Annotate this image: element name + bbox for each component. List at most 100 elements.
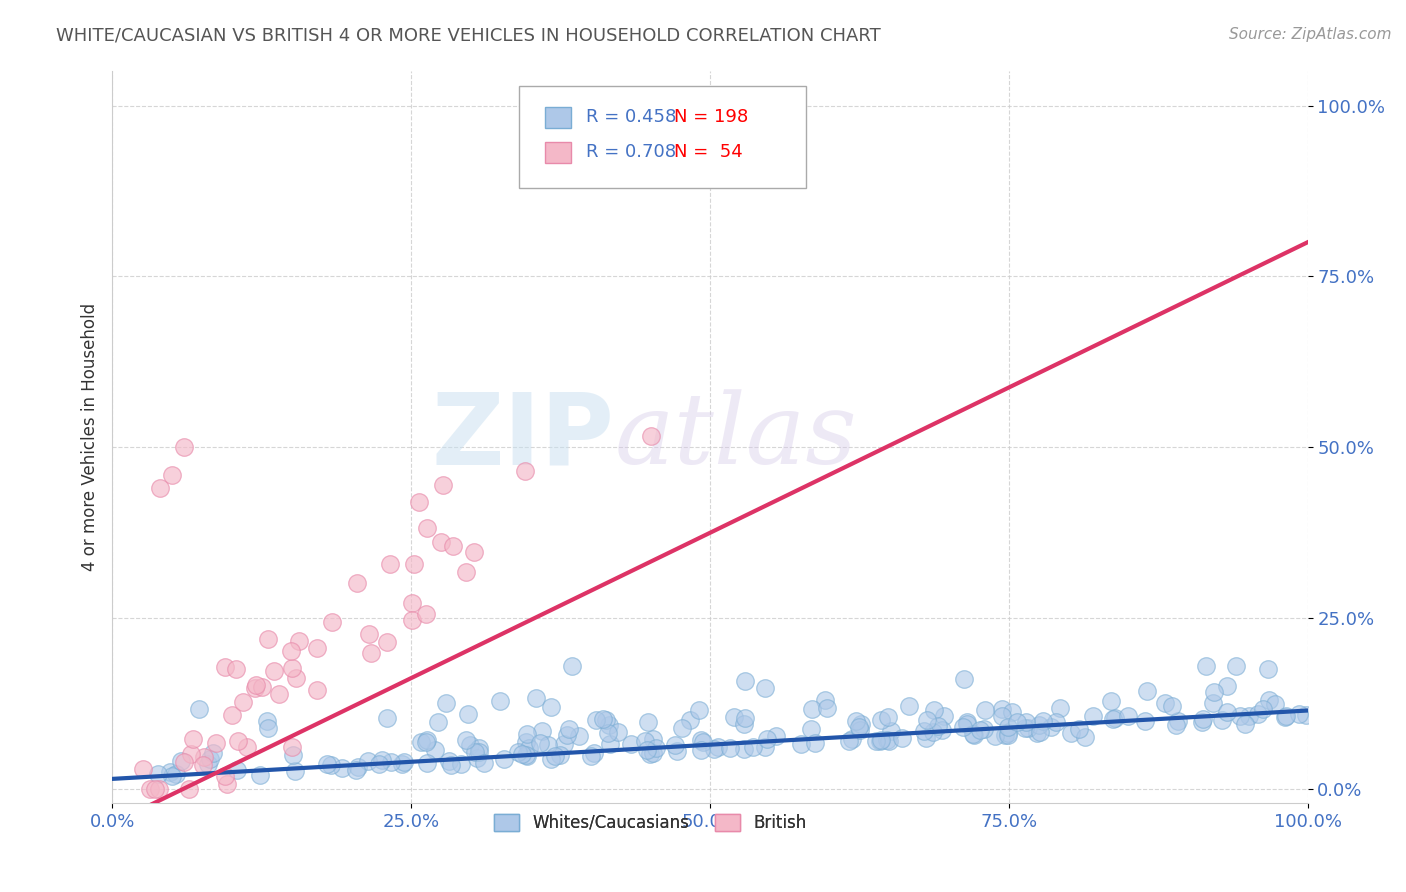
Point bbox=[285, 671, 308, 685]
Point bbox=[598, 726, 620, 740]
Point bbox=[225, 661, 247, 675]
Point bbox=[865, 734, 887, 748]
Point bbox=[1237, 708, 1260, 723]
Point bbox=[803, 737, 825, 751]
Point bbox=[1295, 708, 1317, 723]
Point bbox=[638, 747, 661, 761]
Point bbox=[193, 749, 215, 764]
Point bbox=[932, 709, 955, 723]
Point bbox=[733, 742, 755, 756]
Point bbox=[983, 729, 1005, 743]
Point bbox=[457, 707, 479, 722]
Point bbox=[1045, 714, 1067, 729]
Point bbox=[256, 714, 278, 729]
Point bbox=[508, 745, 530, 759]
Point bbox=[375, 711, 398, 725]
Point bbox=[468, 745, 491, 759]
Point bbox=[245, 678, 267, 692]
Point bbox=[1191, 712, 1213, 726]
Point bbox=[1025, 726, 1047, 740]
Point bbox=[915, 731, 938, 746]
Point bbox=[1133, 714, 1156, 728]
Point bbox=[997, 728, 1019, 742]
Point bbox=[637, 714, 659, 729]
Point bbox=[148, 767, 170, 781]
Point bbox=[927, 719, 949, 733]
Point bbox=[1102, 712, 1125, 726]
Point bbox=[1166, 717, 1188, 731]
Point bbox=[1225, 659, 1247, 673]
Point bbox=[316, 757, 339, 772]
Point bbox=[524, 691, 547, 706]
FancyBboxPatch shape bbox=[546, 108, 571, 128]
Point bbox=[249, 767, 271, 781]
Point bbox=[963, 728, 986, 742]
Point bbox=[815, 701, 838, 715]
Point bbox=[734, 711, 756, 725]
Point bbox=[582, 746, 605, 760]
Point bbox=[1153, 696, 1175, 710]
Point bbox=[1275, 709, 1298, 723]
Point bbox=[467, 741, 489, 756]
Point bbox=[689, 743, 711, 757]
Point bbox=[1014, 721, 1036, 735]
Point bbox=[952, 672, 974, 686]
Point bbox=[851, 717, 873, 731]
Point bbox=[256, 721, 278, 735]
Point bbox=[734, 674, 756, 689]
Point bbox=[848, 723, 870, 737]
Point bbox=[440, 757, 463, 772]
Text: N =  54: N = 54 bbox=[675, 143, 742, 161]
Point bbox=[548, 748, 571, 763]
Point bbox=[423, 743, 446, 757]
Point bbox=[460, 739, 482, 753]
Point bbox=[166, 767, 188, 781]
Point bbox=[1032, 714, 1054, 728]
Point bbox=[463, 545, 485, 559]
Point bbox=[510, 747, 533, 762]
Point bbox=[226, 764, 249, 778]
Point bbox=[404, 557, 426, 571]
Point bbox=[838, 734, 860, 748]
Point bbox=[159, 764, 181, 779]
Point bbox=[415, 521, 437, 535]
Point bbox=[228, 734, 250, 748]
Point bbox=[257, 632, 280, 646]
Point bbox=[688, 703, 710, 717]
Text: R = 0.708: R = 0.708 bbox=[586, 143, 676, 161]
Point bbox=[790, 737, 813, 751]
Point bbox=[1234, 716, 1257, 731]
Point bbox=[741, 739, 763, 754]
Point bbox=[869, 733, 891, 747]
Point bbox=[537, 739, 560, 753]
Point bbox=[360, 646, 382, 660]
Point bbox=[1288, 706, 1310, 721]
Point bbox=[620, 737, 643, 751]
Point bbox=[877, 710, 900, 724]
Point bbox=[558, 722, 581, 736]
Point bbox=[540, 699, 562, 714]
Point bbox=[765, 729, 787, 743]
Point bbox=[515, 734, 537, 748]
Point bbox=[280, 661, 302, 675]
Point bbox=[922, 703, 945, 717]
Text: WHITE/CAUCASIAN VS BRITISH 4 OR MORE VEHICLES IN HOUSEHOLD CORRELATION CHART: WHITE/CAUCASIAN VS BRITISH 4 OR MORE VEH… bbox=[56, 27, 882, 45]
Point bbox=[994, 729, 1017, 743]
Point bbox=[555, 728, 578, 742]
Point bbox=[1059, 725, 1081, 739]
Point bbox=[897, 698, 920, 713]
Point bbox=[149, 481, 172, 495]
Point bbox=[416, 756, 439, 770]
Point bbox=[319, 758, 342, 772]
Point bbox=[880, 724, 903, 739]
Point bbox=[606, 725, 628, 739]
Text: atlas: atlas bbox=[614, 390, 858, 484]
Point bbox=[1069, 722, 1091, 736]
Point bbox=[380, 755, 402, 769]
Point bbox=[465, 751, 488, 765]
Point bbox=[845, 714, 868, 728]
Point bbox=[1017, 721, 1039, 735]
Point bbox=[441, 539, 464, 553]
Point bbox=[415, 735, 437, 749]
Point bbox=[454, 566, 477, 580]
